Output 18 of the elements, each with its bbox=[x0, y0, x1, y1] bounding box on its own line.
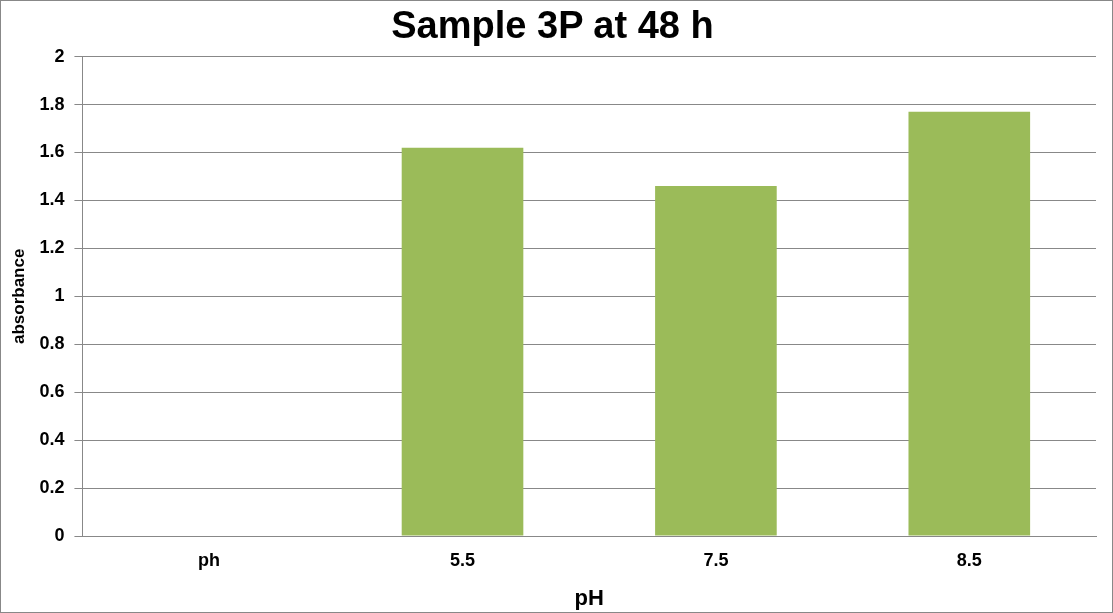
y-tick-label: 0.6 bbox=[39, 381, 65, 402]
y-tick-label: 0.4 bbox=[39, 429, 65, 450]
x-tick-label: 8.5 bbox=[956, 549, 982, 570]
y-tick-label: 0.2 bbox=[39, 477, 65, 498]
x-tick-label: ph bbox=[198, 549, 221, 570]
x-tick-label: 5.5 bbox=[450, 549, 476, 570]
y-tick-label: 1.6 bbox=[39, 141, 65, 162]
x-tick-label: 7.5 bbox=[703, 549, 729, 570]
y-tick-label: 0.8 bbox=[39, 333, 65, 354]
y-axis-title: absorbance bbox=[8, 248, 28, 345]
y-tick-label: 0 bbox=[54, 524, 65, 545]
y-tick-label: 1.2 bbox=[39, 237, 65, 258]
y-tick-label: 1.4 bbox=[39, 189, 65, 210]
y-tick-label: 2 bbox=[54, 45, 65, 66]
y-tick-label: 1.8 bbox=[39, 93, 65, 114]
y-tick-label: 1 bbox=[54, 285, 65, 306]
x-axis-title: pH bbox=[574, 584, 604, 610]
chart-title: Sample 3P at 48 h bbox=[391, 4, 714, 47]
